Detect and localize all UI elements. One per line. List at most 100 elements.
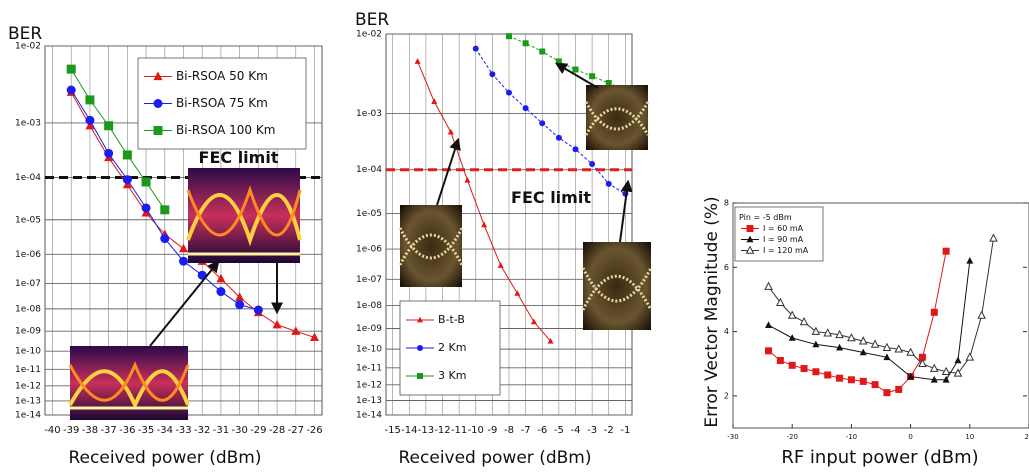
eye-diagram-insets: [68, 62, 653, 420]
marker: [539, 48, 546, 55]
marker: [812, 340, 820, 348]
marker: [918, 358, 927, 368]
y-tick-label: 1e-10: [356, 345, 382, 355]
legend-marker: [745, 245, 755, 254]
x-axis-title: RF input power (dBm): [781, 447, 978, 468]
marker: [539, 120, 546, 127]
y-tick-label: 1e-06: [356, 245, 382, 255]
marker: [506, 33, 512, 40]
x-tick-label: -12: [434, 425, 450, 436]
marker: [823, 328, 833, 337]
marker: [776, 357, 784, 364]
marker: [414, 58, 421, 64]
legend-label: 2 Km: [438, 341, 466, 354]
marker: [547, 337, 554, 344]
marker: [764, 281, 773, 290]
marker: [85, 120, 95, 130]
x-tick-label: -2: [604, 425, 614, 436]
marker: [966, 257, 974, 264]
series-line: [475, 48, 626, 195]
legend-label: I = 90 mA: [763, 235, 804, 244]
x-tick-label: -35: [138, 425, 154, 436]
eye-diagram: [68, 346, 190, 420]
marker: [66, 85, 76, 95]
x-tick-label: -40: [44, 425, 60, 436]
marker: [989, 233, 998, 242]
marker: [954, 356, 962, 364]
marker: [836, 374, 844, 382]
marker: [800, 365, 808, 373]
marker: [824, 371, 832, 379]
marker: [447, 128, 454, 135]
marker: [179, 256, 188, 266]
arrow: [619, 179, 633, 243]
x-tick-label: -3: [587, 425, 597, 436]
marker: [235, 300, 245, 310]
marker: [835, 329, 844, 339]
marker: [942, 375, 950, 383]
threshold-label: FEC limit: [511, 188, 591, 207]
x-tick-label: 20: [1025, 433, 1029, 441]
x-tick-label: -9: [487, 425, 497, 436]
x-tick-label: -11: [451, 425, 467, 436]
marker: [481, 221, 488, 228]
x-tick-label: -30: [231, 425, 247, 436]
marker: [799, 317, 809, 326]
legend-marker: [153, 99, 163, 108]
marker: [894, 344, 904, 353]
y-tick-label: 1e-14: [356, 411, 382, 421]
series-line: [768, 251, 947, 394]
x-tick-label: -27: [288, 425, 304, 436]
marker: [572, 66, 579, 73]
y-tick-label: 1e-04: [15, 173, 41, 183]
marker: [965, 352, 975, 361]
marker: [859, 377, 867, 385]
marker: [929, 363, 939, 372]
y-tick-label: 6: [724, 263, 729, 272]
marker: [160, 234, 170, 244]
marker: [776, 297, 785, 306]
threshold-label: FEC limit: [199, 148, 279, 167]
marker: [765, 347, 773, 355]
marker: [104, 121, 114, 131]
legend-label: Bi-RSOA 50 Km: [176, 69, 268, 83]
marker: [555, 58, 562, 65]
legend-title: Pin = -5 dBm: [739, 213, 792, 222]
marker: [859, 348, 867, 356]
legend-marker: [417, 345, 423, 351]
legend-marker: [417, 316, 423, 323]
x-tick-label: -26: [306, 425, 322, 436]
legend-label: B-t-B: [438, 313, 465, 326]
eye-diagram: [581, 242, 653, 330]
marker: [85, 115, 95, 125]
y-tick-label: 1e-05: [356, 209, 382, 219]
y-tick-label: 1e-10: [15, 347, 41, 357]
marker: [514, 290, 521, 296]
marker: [895, 385, 903, 393]
y-tick-label: 1e-12: [356, 380, 382, 390]
marker: [589, 161, 596, 168]
y-tick-label: 1e-05: [15, 215, 41, 225]
marker: [589, 73, 596, 80]
marker: [907, 372, 915, 380]
y-tick-label: 1e-09: [15, 327, 41, 337]
y-tick-label: 1e-03: [356, 109, 382, 119]
marker: [572, 146, 579, 153]
marker: [522, 105, 529, 112]
arrow: [436, 137, 461, 206]
x-tick-label: -31: [213, 425, 229, 436]
y-tick-label: 1e-08: [15, 304, 41, 314]
x-tick-label: -33: [175, 425, 191, 436]
x-tick-label: -7: [521, 425, 531, 436]
x-tick-label: -4: [570, 425, 580, 436]
marker: [871, 381, 879, 389]
x-tick-label: -8: [504, 425, 514, 436]
y-tick-label: 2: [724, 391, 729, 400]
y-tick-label: 1e-04: [356, 165, 382, 175]
marker: [522, 40, 529, 47]
marker: [787, 310, 797, 319]
marker: [160, 205, 170, 215]
marker: [765, 321, 773, 328]
y-tick-label: 1e-02: [15, 42, 41, 52]
